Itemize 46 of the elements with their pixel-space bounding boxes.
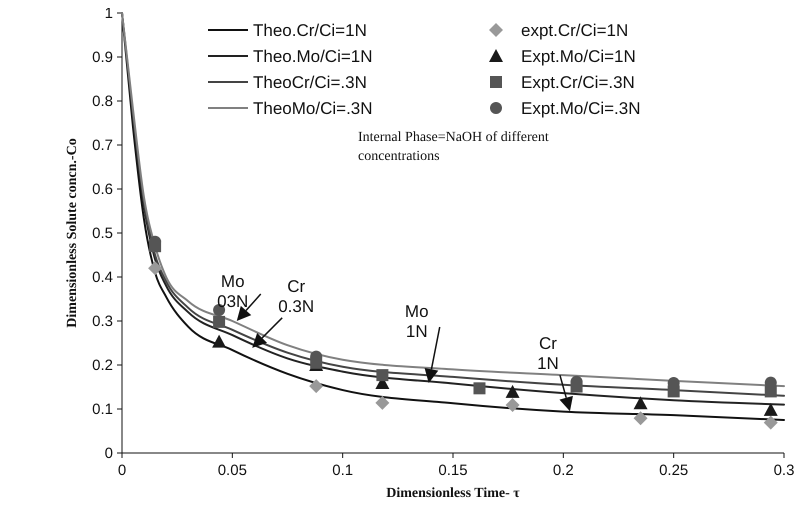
annotation: Mo 03N	[217, 272, 248, 311]
point	[376, 369, 388, 382]
annotation: Cr 0.3N	[278, 276, 314, 316]
y-axis-title: Dimensionless Solute concn.-Co	[65, 138, 80, 328]
x-tick-label: 0	[118, 462, 126, 479]
legend-label: Expt.Mo/Ci=1N	[521, 47, 636, 66]
point	[634, 411, 648, 426]
y-tick-label: 0.8	[92, 93, 113, 110]
x-tick-label: 0.1	[332, 462, 354, 479]
point	[213, 316, 226, 328]
legend-label: TheoCr/Ci=.3N	[253, 73, 367, 92]
x-tick-label: 0.05	[218, 462, 247, 479]
y-tick-label: 0.3	[92, 313, 113, 330]
y-tick-label: 0	[104, 445, 113, 462]
point	[309, 379, 324, 394]
legend-label: Expt.Cr/Ci=.3N	[521, 73, 635, 92]
point	[764, 402, 778, 416]
annotation: Internal Phase=NaOH of different concentrations	[358, 130, 549, 164]
x-axis-title: Dimensionless Time- τ	[386, 486, 520, 501]
legend-label: Expt.Mo/Ci=.3N	[521, 99, 641, 118]
y-tick-label: 0.7	[92, 137, 113, 154]
point	[148, 261, 162, 276]
annotation: Cr 1N	[537, 334, 559, 374]
y-tick-label: 0.1	[92, 401, 113, 418]
point	[764, 416, 778, 430]
y-tick-label: 0.6	[92, 181, 113, 198]
point	[506, 398, 520, 412]
y-tick-label: 0.9	[92, 49, 113, 66]
x-tick-label: 0.15	[438, 462, 468, 479]
point	[212, 334, 226, 348]
x-tick-label: 0.2	[552, 462, 574, 479]
x-tick-label: 0.25	[659, 462, 688, 479]
point	[634, 396, 648, 410]
legend-label: TheoMo/Ci=.3N	[253, 99, 373, 118]
x-tick-label: 0.3	[774, 462, 794, 479]
y-tick-label: 0.5	[92, 225, 113, 242]
point	[506, 384, 520, 398]
legend-label: expt.Cr/Ci=1N	[521, 21, 628, 40]
y-tick-label: 0.4	[92, 269, 113, 286]
annotation: Mo 1N	[404, 302, 429, 342]
y-tick-label: 1	[104, 5, 113, 22]
y-tick-label: 0.2	[92, 357, 113, 374]
legend-label: Theo.Cr/Ci=1N	[253, 21, 367, 40]
legend-label: Theo.Mo/Ci=1N	[253, 47, 373, 66]
point	[375, 396, 390, 410]
point	[473, 382, 486, 394]
